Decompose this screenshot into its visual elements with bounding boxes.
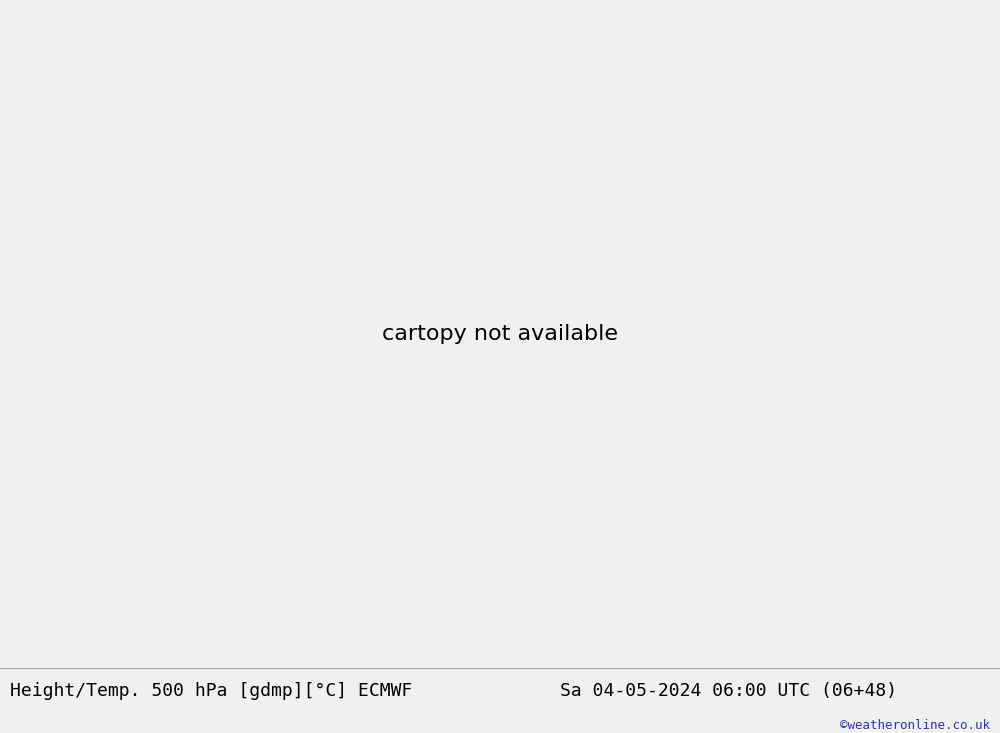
Text: ©weatheronline.co.uk: ©weatheronline.co.uk xyxy=(840,719,990,732)
Text: Height/Temp. 500 hPa [gdmp][°C] ECMWF: Height/Temp. 500 hPa [gdmp][°C] ECMWF xyxy=(10,682,412,700)
Text: Sa 04-05-2024 06:00 UTC (06+48): Sa 04-05-2024 06:00 UTC (06+48) xyxy=(560,682,897,700)
Text: cartopy not available: cartopy not available xyxy=(382,324,618,345)
